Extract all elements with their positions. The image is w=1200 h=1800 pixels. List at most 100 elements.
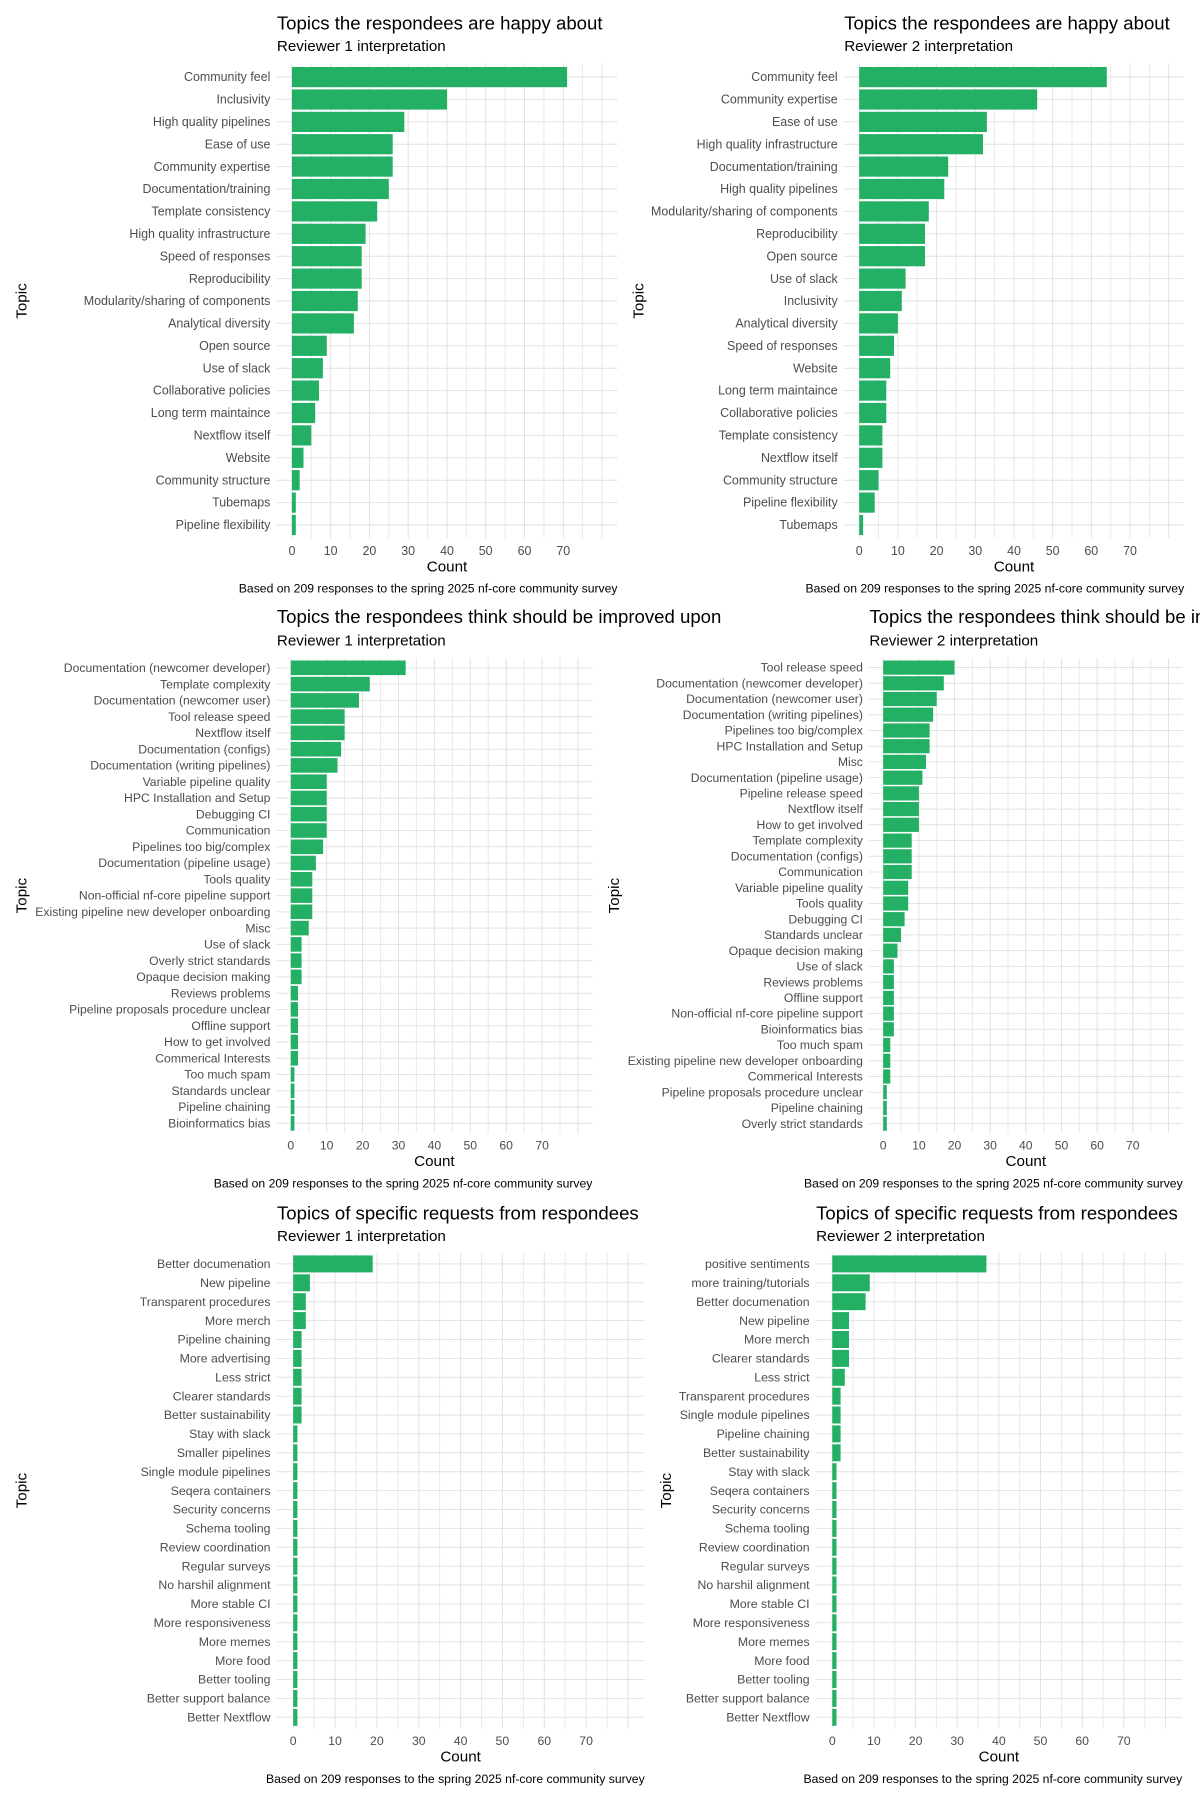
svg-text:Count: Count [994, 558, 1035, 575]
svg-text:Communication: Communication [186, 824, 271, 838]
svg-text:Use of slack: Use of slack [770, 272, 839, 286]
svg-text:Tools quality: Tools quality [203, 873, 271, 887]
svg-text:50: 50 [464, 1139, 478, 1153]
svg-text:Pipeline chaining: Pipeline chaining [717, 1427, 810, 1441]
svg-text:Collaborative policies: Collaborative policies [153, 384, 271, 398]
svg-text:Better sustainability: Better sustainability [703, 1446, 810, 1460]
svg-text:20: 20 [948, 1139, 962, 1153]
svg-text:Community expertise: Community expertise [154, 160, 271, 174]
svg-text:Topic: Topic [606, 877, 623, 913]
svg-text:Count: Count [414, 1153, 455, 1170]
svg-text:High quality infrastructure: High quality infrastructure [129, 227, 270, 241]
svg-text:Nextflow itself: Nextflow itself [194, 429, 271, 443]
svg-text:Inclusivity: Inclusivity [784, 294, 839, 308]
svg-text:60: 60 [1090, 1139, 1104, 1153]
svg-text:Pipelines too big/complex: Pipelines too big/complex [725, 724, 863, 738]
svg-text:40: 40 [992, 1734, 1006, 1748]
svg-text:More memes: More memes [199, 1635, 271, 1649]
svg-text:Less strict: Less strict [754, 1370, 810, 1384]
svg-text:Documentation (pipeline usage): Documentation (pipeline usage) [98, 856, 270, 870]
svg-text:Stay with slack: Stay with slack [189, 1427, 271, 1441]
svg-text:Better Nextflow: Better Nextflow [726, 1710, 809, 1724]
svg-text:Seqera containers: Seqera containers [710, 1484, 810, 1498]
svg-text:Based on 209 responses to the: Based on 209 responses to the spring 202… [805, 582, 1185, 596]
svg-text:Smaller pipelines: Smaller pipelines [177, 1446, 271, 1460]
svg-text:HPC Installation and Setup: HPC Installation and Setup [717, 739, 864, 753]
svg-text:Template consistency: Template consistency [151, 205, 271, 219]
svg-text:Better documenation: Better documenation [696, 1295, 810, 1309]
svg-text:Speed of responses: Speed of responses [160, 249, 271, 263]
svg-text:HPC Installation and Setup: HPC Installation and Setup [124, 791, 271, 805]
svg-text:Offline support: Offline support [191, 1019, 271, 1033]
svg-text:Pipeline chaining: Pipeline chaining [178, 1100, 270, 1114]
svg-text:Bioinformatics bias: Bioinformatics bias [168, 1117, 270, 1131]
svg-text:10: 10 [320, 1139, 334, 1153]
svg-text:Open source: Open source [766, 249, 837, 263]
svg-text:Nextflow itself: Nextflow itself [195, 726, 271, 740]
svg-text:How to get involved: How to get involved [164, 1035, 270, 1049]
svg-text:Use of slack: Use of slack [203, 361, 272, 375]
svg-text:Topic: Topic [630, 283, 647, 319]
svg-text:Pipelines too big/complex: Pipelines too big/complex [132, 840, 270, 854]
svg-text:10: 10 [328, 1734, 342, 1748]
svg-text:Pipeline flexibility: Pipeline flexibility [176, 518, 271, 532]
svg-text:Opaque decision making: Opaque decision making [729, 944, 863, 958]
svg-text:60: 60 [518, 544, 532, 558]
svg-text:Documentation (newcomer develo: Documentation (newcomer developer) [656, 676, 863, 690]
svg-text:No harshil alignment: No harshil alignment [697, 1578, 810, 1592]
svg-text:Topics of specific requests fr: Topics of specific requests from respond… [816, 1202, 1178, 1223]
svg-text:Clearer standards: Clearer standards [712, 1352, 810, 1366]
svg-text:Review coordination: Review coordination [699, 1540, 810, 1554]
svg-text:Existing pipeline new develope: Existing pipeline new developer onboardi… [628, 1054, 863, 1068]
svg-text:0: 0 [856, 544, 863, 558]
svg-text:Documentation (newcomer user): Documentation (newcomer user) [686, 692, 863, 706]
svg-text:Documentation (configs): Documentation (configs) [731, 849, 863, 863]
svg-text:Topic: Topic [14, 283, 31, 319]
svg-text:10: 10 [324, 544, 338, 558]
svg-text:Standards unclear: Standards unclear [764, 928, 863, 942]
svg-text:Documentation/training: Documentation/training [710, 160, 838, 174]
svg-text:0: 0 [287, 1139, 294, 1153]
svg-text:Analytical diversity: Analytical diversity [168, 317, 271, 331]
svg-text:Reviewer 1 interpretation: Reviewer 1 interpretation [277, 633, 446, 650]
svg-text:Commerical Interests: Commerical Interests [748, 1070, 863, 1084]
svg-text:40: 40 [454, 1734, 468, 1748]
svg-text:Collaborative policies: Collaborative policies [720, 406, 838, 420]
svg-text:Long term maintaince: Long term maintaince [151, 406, 271, 420]
svg-text:Modularity/sharing of componen: Modularity/sharing of components [651, 205, 838, 219]
svg-text:20: 20 [370, 1734, 384, 1748]
svg-text:70: 70 [535, 1139, 549, 1153]
svg-text:Reviews problems: Reviews problems [171, 986, 271, 1000]
svg-text:How to get involved: How to get involved [757, 818, 863, 832]
svg-text:Based on 209 responses to the: Based on 209 responses to the spring 202… [803, 1772, 1183, 1786]
svg-text:Topic: Topic [658, 1472, 675, 1508]
svg-text:Less strict: Less strict [215, 1370, 271, 1384]
svg-text:Too much spam: Too much spam [184, 1068, 270, 1082]
svg-text:20: 20 [356, 1139, 370, 1153]
svg-text:Reviewer 1 interpretation: Reviewer 1 interpretation [277, 38, 446, 55]
svg-text:Tubemaps: Tubemaps [212, 496, 270, 510]
svg-text:40: 40 [428, 1139, 442, 1153]
svg-text:Variable pipeline quality: Variable pipeline quality [735, 881, 864, 895]
svg-text:Reproducibility: Reproducibility [189, 272, 271, 286]
svg-text:More stable CI: More stable CI [191, 1597, 271, 1611]
svg-text:Overly strict standards: Overly strict standards [149, 954, 270, 968]
svg-text:Based on 209 responses to the: Based on 209 responses to the spring 202… [804, 1176, 1184, 1190]
svg-text:Tool release speed: Tool release speed [761, 661, 863, 675]
svg-text:Ease of use: Ease of use [205, 137, 271, 151]
svg-text:Regular surveys: Regular surveys [721, 1559, 810, 1573]
svg-text:Seqera containers: Seqera containers [171, 1484, 271, 1498]
svg-text:20: 20 [909, 1734, 923, 1748]
svg-text:Existing pipeline new develope: Existing pipeline new developer onboardi… [35, 905, 270, 919]
svg-text:30: 30 [392, 1139, 406, 1153]
svg-text:High quality pipelines: High quality pipelines [720, 182, 838, 196]
svg-text:Pipeline proposals procedure u: Pipeline proposals procedure unclear [69, 1003, 270, 1017]
svg-text:Count: Count [1006, 1153, 1047, 1170]
svg-text:Community structure: Community structure [723, 473, 838, 487]
svg-text:50: 50 [479, 544, 493, 558]
svg-text:Stay with slack: Stay with slack [728, 1465, 810, 1479]
svg-text:Bioinformatics bias: Bioinformatics bias [761, 1022, 863, 1036]
svg-text:Documentation (writing pipelin: Documentation (writing pipelines) [683, 708, 863, 722]
svg-text:Opaque decision making: Opaque decision making [136, 970, 270, 984]
svg-text:40: 40 [440, 544, 454, 558]
